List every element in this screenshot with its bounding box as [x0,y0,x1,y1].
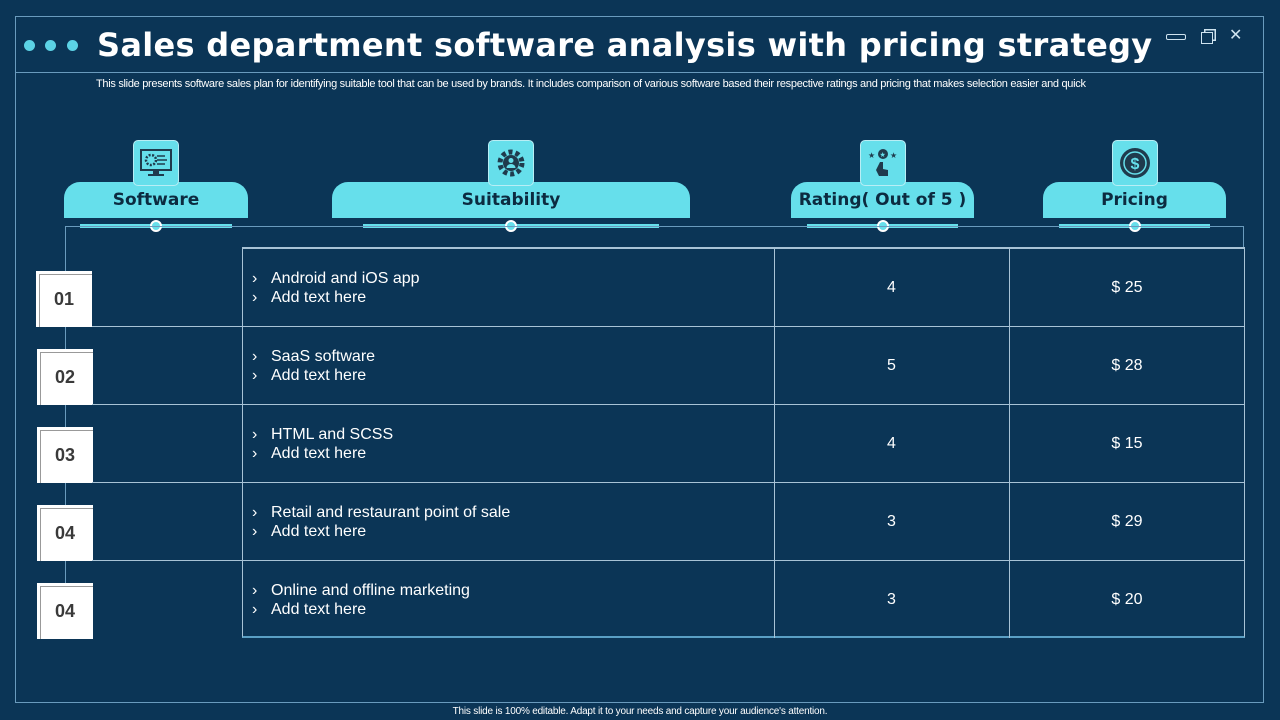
list-item-text: Add text here [271,289,367,306]
list-item: › Online and offline marketing [252,581,470,600]
footer-note: This slide is 100% editable. Adapt it to… [452,706,828,717]
price-cell: $ 25 [1111,279,1143,296]
table-row-suitability: › Online and offline marketing › Add text h… [252,581,470,619]
row-divider [92,326,1245,327]
row-divider [92,482,1245,483]
column-header-label: Pricing [1101,190,1168,210]
svg-text:★: ★ [868,151,875,160]
chevron-right-icon: › [252,348,258,365]
list-item: › Add text here [252,288,420,307]
list-item-text: Retail and restaurant point of sale [271,504,511,521]
svg-text:★: ★ [890,151,897,160]
list-item: › Add text here [252,600,470,619]
column-header-label: Rating( Out of 5 ) [798,190,967,210]
stars-hand-icon: ★ ★ ★ [859,140,906,186]
slide-frame [15,16,1264,703]
svg-text:$: $ [1130,156,1139,173]
row-divider [92,560,1245,561]
close-icon[interactable]: ✕ [1229,27,1243,44]
column-header-suitability: Suitability [332,182,690,218]
price-cell: $ 29 [1111,513,1143,530]
chevron-right-icon: › [252,582,258,599]
list-item-text: Android and iOS app [271,270,420,287]
list-item-text: HTML and SCSS [271,426,394,443]
row-number-badge: 02 [37,349,93,405]
list-item-text: SaaS software [271,348,376,365]
list-item: › Retail and restaurant point of sale [252,503,510,522]
price-cell: $ 15 [1111,435,1143,452]
row-number-badge: 01 [36,271,92,327]
rating-cell: 3 [887,591,896,608]
rating-cell: 4 [887,435,896,452]
dollar-coin-icon: $ [1111,140,1158,186]
row-number-badge: 03 [37,427,93,483]
dot-icon [67,40,78,51]
rating-cell: 3 [887,513,896,530]
monitor-gear-icon [133,140,179,186]
chevron-right-icon: › [252,504,258,521]
column-divider [774,248,775,638]
svg-text:★: ★ [879,151,885,159]
column-header-label: Suitability [461,190,561,210]
chevron-right-icon: › [252,289,258,306]
table-row-suitability: › SaaS software › Add text here [252,347,375,385]
timeline-line [65,226,66,626]
list-item: › HTML and SCSS [252,425,393,444]
chevron-right-icon: › [252,270,258,287]
list-item: › SaaS software [252,347,375,366]
price-cell: $ 20 [1111,591,1143,608]
list-item: › Android and iOS app [252,269,420,288]
list-item: › Add text here [252,444,393,463]
table-row-suitability: › HTML and SCSS › Add text here [252,425,393,463]
table-row-suitability: › Retail and restaurant point of sale › Add… [252,503,510,541]
dot-icon [24,40,35,51]
chevron-right-icon: › [252,426,258,443]
row-divider [92,404,1245,405]
connector-line [1243,226,1244,248]
list-item-text: Add text here [271,445,367,462]
restore-icon[interactable] [1201,32,1213,44]
table-top-border [242,247,1245,249]
column-header-rating-out-of: Rating( Out of 5 ) [791,182,974,218]
list-item: › Add text here [252,522,510,541]
rating-cell: 5 [887,357,896,374]
minimize-icon[interactable] [1166,34,1186,40]
list-item-text: Add text here [271,601,367,618]
chevron-right-icon: › [252,445,258,462]
list-item: › Add text here [252,366,375,385]
row-number-badge: 04 [37,583,93,639]
column-divider [1009,248,1010,638]
list-item-text: Add text here [271,367,367,384]
gear-user-icon [488,140,534,186]
chevron-right-icon: › [252,367,258,384]
price-cell: $ 28 [1111,357,1143,374]
column-header-pricing: Pricing [1043,182,1226,218]
list-item-text: Online and offline marketing [271,582,470,599]
rating-cell: 4 [887,279,896,296]
column-header-software: Software [64,182,248,218]
table-row-suitability: › Android and iOS app › Add text here [252,269,420,307]
dot-icon [45,40,56,51]
row-number-badge: 04 [37,505,93,561]
list-item-text: Add text here [271,523,367,540]
header-connector-line [65,226,1243,227]
page-subtitle: This slide presents software sales plan … [96,78,1086,90]
title-divider [15,72,1264,73]
chevron-right-icon: › [252,523,258,540]
chevron-right-icon: › [252,601,258,618]
column-header-label: Software [112,190,200,210]
page-title: Sales department software analysis with … [97,26,1153,64]
